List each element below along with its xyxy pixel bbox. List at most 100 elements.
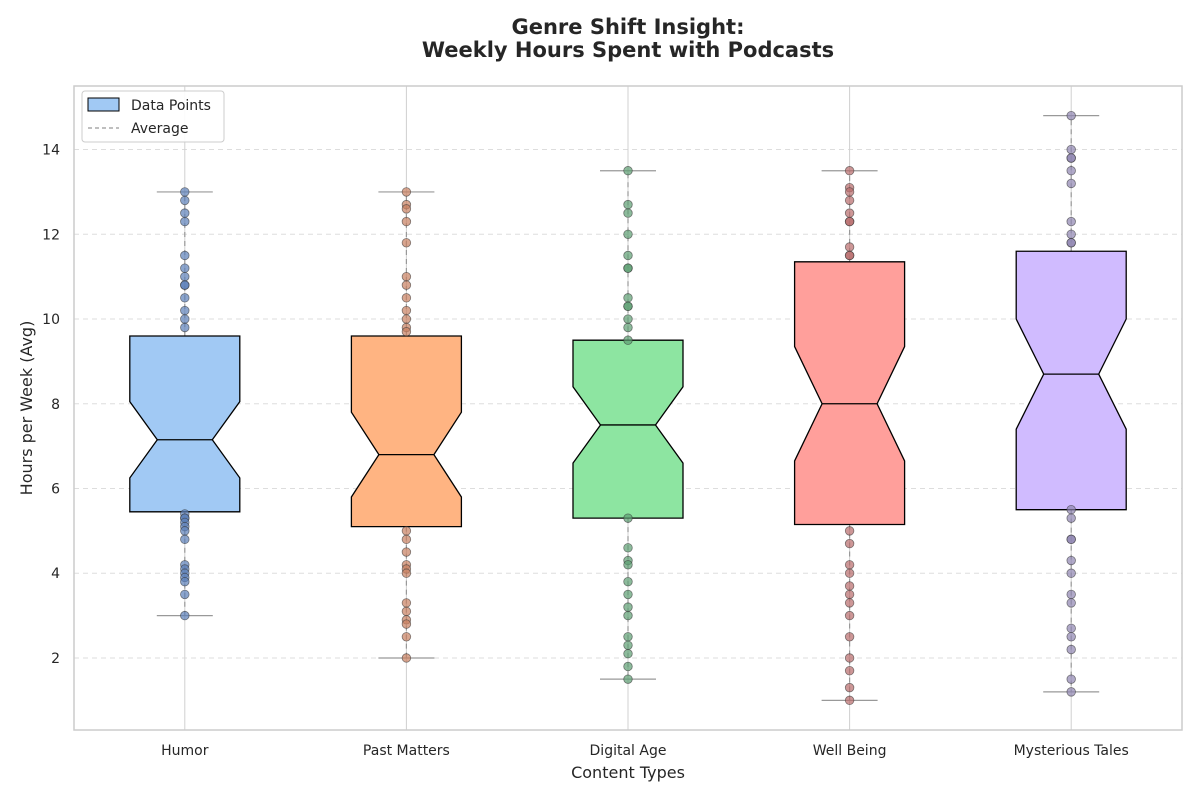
data-point xyxy=(181,315,190,324)
data-point xyxy=(1067,599,1076,608)
chart-title-line: Weekly Hours Spent with Podcasts xyxy=(422,38,834,62)
box-body xyxy=(573,340,683,518)
data-point xyxy=(624,544,633,553)
y-tick-label: 4 xyxy=(51,566,60,582)
box-body xyxy=(130,336,240,512)
data-point xyxy=(845,243,854,252)
y-tick-label: 2 xyxy=(51,651,60,667)
data-point xyxy=(1067,590,1076,599)
data-point xyxy=(402,217,411,226)
x-tick-label: Well Being xyxy=(813,743,887,759)
data-point xyxy=(1067,688,1076,697)
data-point xyxy=(181,196,190,205)
data-point xyxy=(402,281,411,290)
data-point xyxy=(1067,179,1076,188)
data-point xyxy=(845,251,854,260)
data-point xyxy=(181,188,190,197)
data-point xyxy=(1067,238,1076,247)
data-point xyxy=(181,577,190,586)
data-point xyxy=(845,217,854,226)
data-point xyxy=(845,188,854,197)
data-point xyxy=(845,166,854,175)
data-point xyxy=(1067,145,1076,154)
data-point xyxy=(845,696,854,705)
data-point xyxy=(181,217,190,226)
data-point xyxy=(1067,624,1076,633)
data-point xyxy=(624,323,633,332)
data-point xyxy=(402,205,411,214)
data-point xyxy=(845,632,854,641)
data-point xyxy=(1067,675,1076,684)
y-tick-label: 6 xyxy=(51,482,60,498)
data-point xyxy=(402,294,411,303)
data-point xyxy=(1067,154,1076,163)
data-point xyxy=(845,569,854,578)
data-point xyxy=(624,336,633,345)
y-tick-label: 8 xyxy=(51,397,60,413)
data-point xyxy=(181,590,190,599)
data-point xyxy=(1067,230,1076,239)
data-point xyxy=(845,560,854,569)
data-point xyxy=(624,641,633,650)
y-tick-label: 14 xyxy=(42,143,60,159)
x-tick-label: Mysterious Tales xyxy=(1014,743,1129,759)
data-point xyxy=(181,294,190,303)
data-point xyxy=(402,607,411,616)
x-tick-label: Past Matters xyxy=(363,743,450,759)
data-point xyxy=(181,272,190,281)
data-point xyxy=(845,611,854,620)
data-point xyxy=(624,675,633,684)
data-point xyxy=(845,590,854,599)
box-body xyxy=(1016,251,1126,509)
data-point xyxy=(1067,111,1076,120)
data-point xyxy=(402,188,411,197)
data-point xyxy=(402,620,411,629)
data-point xyxy=(624,264,633,273)
data-point xyxy=(1067,535,1076,544)
y-tick-label: 10 xyxy=(42,312,60,328)
data-point xyxy=(624,603,633,612)
data-point xyxy=(181,323,190,332)
data-point xyxy=(181,306,190,315)
data-point xyxy=(1067,556,1076,565)
data-point xyxy=(845,666,854,675)
data-point xyxy=(845,209,854,218)
data-point xyxy=(1067,569,1076,578)
data-point xyxy=(402,632,411,641)
data-point xyxy=(624,649,633,658)
data-point xyxy=(624,577,633,586)
data-point xyxy=(624,560,633,569)
legend-swatch-data-points xyxy=(88,98,119,111)
data-point xyxy=(402,272,411,281)
data-point xyxy=(402,306,411,315)
data-point xyxy=(1067,632,1076,641)
box-body xyxy=(351,336,461,527)
data-point xyxy=(624,302,633,311)
data-point xyxy=(1067,166,1076,175)
data-point xyxy=(624,590,633,599)
data-point xyxy=(624,230,633,239)
data-point xyxy=(845,527,854,536)
data-point xyxy=(845,654,854,663)
data-point xyxy=(181,209,190,218)
data-point xyxy=(402,238,411,247)
data-point xyxy=(1067,217,1076,226)
data-point xyxy=(624,662,633,671)
data-point xyxy=(181,535,190,544)
y-tick-label: 12 xyxy=(42,227,60,243)
data-point xyxy=(1067,514,1076,523)
data-point xyxy=(624,514,633,523)
data-point xyxy=(624,294,633,303)
data-point xyxy=(1067,505,1076,514)
data-point xyxy=(1067,645,1076,654)
data-point xyxy=(624,315,633,324)
data-point xyxy=(181,251,190,260)
data-point xyxy=(624,200,633,209)
data-point xyxy=(181,611,190,620)
data-point xyxy=(402,654,411,663)
x-axis-label: Content Types xyxy=(571,763,685,782)
data-point xyxy=(845,582,854,591)
data-point xyxy=(402,548,411,557)
data-point xyxy=(181,264,190,273)
